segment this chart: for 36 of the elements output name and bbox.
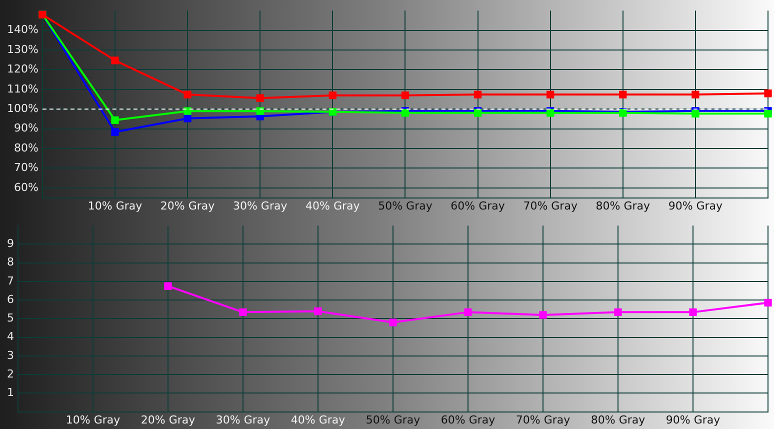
- x-tick-label: 20% Gray: [140, 413, 196, 426]
- x-tick-label: 80% Gray: [596, 199, 650, 212]
- x-tick-label: 10% Gray: [66, 413, 121, 426]
- x-tick-label: 10% Gray: [88, 199, 143, 212]
- y-tick-label: 110%: [6, 82, 38, 96]
- y-tick-label: 3: [7, 348, 14, 362]
- y-tick-label: 8: [7, 256, 14, 269]
- x-tick-label: 50% Gray: [366, 413, 421, 426]
- y-tick-label: 2: [7, 367, 14, 380]
- x-tick-label: 20% Gray: [160, 199, 216, 212]
- x-tick-label: 70% Gray: [523, 199, 578, 212]
- x-tick-label: 90% Gray: [668, 199, 724, 212]
- x-tick-label: 90% Gray: [666, 413, 721, 426]
- x-tick-label: 60% Gray: [450, 199, 506, 212]
- y-tick-label: 70%: [14, 161, 38, 174]
- y-tick-label: 100%: [6, 102, 38, 115]
- y-tick-label: 90%: [14, 122, 38, 135]
- x-tick-label: 60% Gray: [440, 413, 496, 426]
- x-tick-label: 40% Gray: [306, 199, 360, 212]
- x-tick-label: 80% Gray: [590, 413, 646, 426]
- y-tick-label: 1: [7, 386, 14, 400]
- y-tick-label: 7: [7, 274, 14, 288]
- x-tick-label: 30% Gray: [232, 199, 288, 212]
- y-tick-label: 4: [7, 330, 14, 344]
- x-tick-label: 30% Gray: [216, 413, 271, 426]
- y-tick-label: 80%: [14, 141, 38, 154]
- y-tick-label: 6: [7, 292, 14, 306]
- y-tick-label: 120%: [6, 62, 38, 76]
- x-tick-label: 50% Gray: [378, 199, 433, 212]
- y-tick-label: 140%: [6, 23, 38, 36]
- y-tick-label: 130%: [6, 42, 38, 56]
- x-tick-label: 40% Gray: [290, 413, 346, 426]
- y-tick-label: 60%: [14, 180, 38, 194]
- y-tick-label: 9: [7, 237, 14, 250]
- y-tick-label: 5: [7, 312, 14, 325]
- x-tick-label: 70% Gray: [516, 413, 571, 426]
